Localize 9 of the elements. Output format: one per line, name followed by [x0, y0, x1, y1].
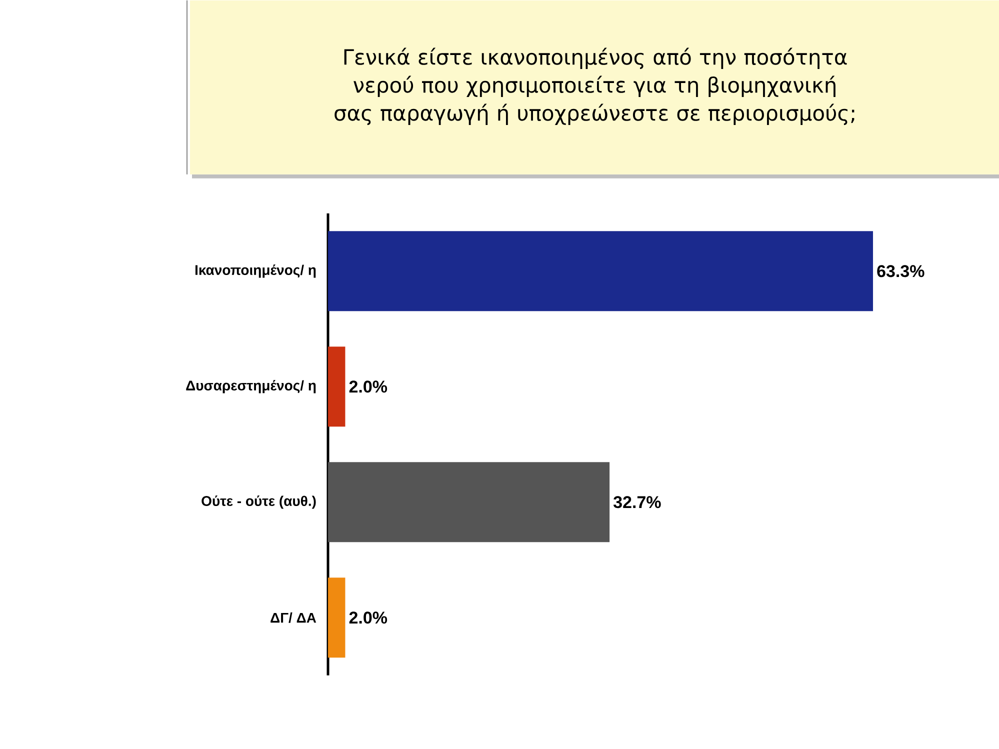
y-tick-label: ΔΓ/ ΔΑ — [270, 612, 316, 623]
data-label: 2.0% — [349, 611, 388, 624]
data-label: 32.7% — [613, 496, 661, 508]
data-label: 2.0% — [349, 380, 388, 392]
data-label: 63.3% — [877, 264, 924, 277]
y-tick-label: Ικανοποιημένος/ η — [195, 264, 316, 278]
chart-title: Γενικά είστε ικανοποιημένος από την ποσότητα νερού που χρησιμοποιείτε για τη βιομηχανική σας παραγωγή ή υποχρεώνεστε σε περιορισμούς; — [334, 48, 854, 125]
y-tick-label: Ούτε - ούτε (αυθ.) — [202, 495, 316, 509]
y-tick-label: Δυσαρεστημένος/ η — [186, 380, 316, 394]
